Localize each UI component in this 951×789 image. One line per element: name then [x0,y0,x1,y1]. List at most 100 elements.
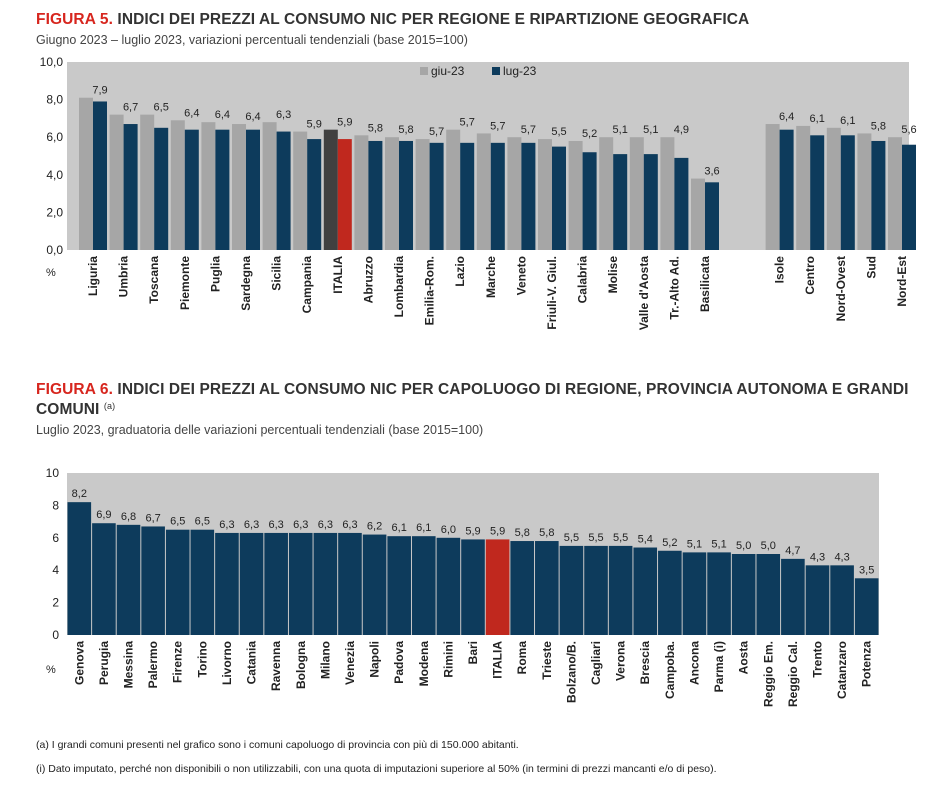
figure6-value-label: 6,5 [170,516,185,528]
figure6-value-label: 6,3 [342,519,357,531]
figure6-value-label: 6,8 [121,511,136,523]
figure6-bar-bari [461,539,485,635]
figure5-bar-jul-nord-est [902,144,916,250]
figure6-category-label: Livorno [220,641,234,685]
figure6-category-label: Roma [515,641,529,675]
figure6-category-label: Catania [245,641,259,685]
figure6-bar-torino [190,529,215,635]
figure5-value-label: 5,1 [643,124,658,136]
figure5-bar-jun-umbria [109,114,124,250]
figure6-category-label: Bari [466,641,480,664]
figure6-value-label: 4,3 [834,551,849,563]
figure5-value-label: 6,1 [840,115,855,127]
figure6-bar-ravenna [264,532,288,635]
figure6-bar-palermo [141,526,165,635]
figure6-bar-catanzaro [830,565,854,635]
figure6-category-label: Napoli [368,641,382,678]
figure6-value-label: 5,0 [736,540,751,552]
figure5-category-label: Abruzzo [361,256,375,303]
figure6-category-label: Cagliari [589,641,603,685]
figure5-category-label: Lombardia [392,256,406,318]
figure5-category-label: Puglia [208,256,222,292]
figure6-category-label: Perugia [97,641,111,685]
figure6-value-label: 5,2 [662,537,677,549]
figure5-bar-jun-lazio [446,129,461,250]
figure5-value-label: 5,8 [368,122,383,134]
figure5-bar-jun-abruzzo [354,135,369,250]
figure5-category-label: Marche [484,256,498,298]
figure6-bar-modena [411,536,436,635]
figure5-category-label: Centro [803,256,817,295]
figure5-category-label: Friuli-V. Giul. [545,256,559,330]
figure5-category-label: Campania [300,256,314,314]
figure5-bar-jul-emilia-rom [429,142,444,250]
figure5-bar-jun-nord-est [888,137,902,250]
figure5-bar-jul-sud [871,140,886,250]
figure5-unit-label: % [46,267,56,279]
figure5-bar-jul-italia [337,139,352,250]
figure6-value-label: 6,1 [416,522,431,534]
figure6-bar-trento [805,565,830,635]
figure5-bar-jun-toscana [140,114,155,250]
figure6-value-label: 5,9 [465,525,480,537]
figure5-category-label: Nord-Est [895,256,909,307]
figure5-category-label: Basilicata [698,256,712,312]
figure6-value-label: 5,1 [711,538,726,550]
figure6-bar-ancona [682,552,707,635]
figure6-category-label: Reggio Cal. [786,641,800,707]
figure5-ytick-label: 0,0 [46,243,63,257]
figure6-category-label: Potenza [860,641,874,687]
figure5-bar-jul-molise [613,154,628,250]
figure6-value-label: 6,7 [145,512,160,524]
figure5-bar-jul-piemonte [184,129,199,250]
figure6-value-label: 5,5 [588,532,603,544]
figure6-bar-bologna [288,532,313,635]
figure6-category-label: Trento [810,641,824,678]
figure6-bar-padova [387,536,411,635]
figure5-value-label: 6,4 [779,111,794,123]
figure6-category-label: Bologna [294,641,308,689]
figure5-category-label: Molise [606,256,620,294]
figure6-value-label: 5,8 [515,527,530,539]
figure6-category-label: Campoba. [663,641,677,699]
figure6-title-line2-wrap: COMUNI (a) [36,401,115,419]
figure5-bar-jul-sardegna [246,129,260,250]
figure6-category-label: Brescia [638,641,652,685]
figure5-value-label: 5,7 [429,126,444,138]
figure5-bar-jul-veneto [521,142,536,250]
note-i: (i) Dato imputato, perché non disponibil… [36,763,717,775]
figure6-bar-brescia [633,547,658,635]
figure5-value-label: 5,2 [582,128,597,140]
figure6-category-label: Ancona [687,641,701,685]
figure5-category-label: ITALIA [331,256,345,294]
figure5-bar-jul-liguria [93,101,107,250]
figure5-bar-jul-sicilia [276,131,291,250]
figure6-bar-reggio-em [756,554,781,635]
figure6-category-label: Reggio Em. [761,641,775,707]
figure6-value-label: 6,9 [96,509,111,521]
figure5-bar-jun-isole [765,124,780,250]
figure5-category-label: Tr.-Alto Ad. [667,256,681,320]
figure6-category-label: Torino [195,641,209,677]
figure5-value-label: 5,9 [307,119,322,131]
figure5-category-label: Sardegna [239,256,253,311]
figure5-category-label: Valle d'Aosta [637,256,651,331]
figure6-value-label: 5,1 [687,538,702,550]
figure5-legend-label-jul: lug-23 [503,64,537,78]
figure6-category-label: Rimini [441,641,455,678]
figure5-value-label: 6,1 [810,113,825,125]
figure6-value-label: 6,3 [244,519,259,531]
figure6-category-label: Ravenna [269,641,283,691]
figure6-category-label: Milano [318,641,332,679]
figure6-title-line2: COMUNI [36,401,100,418]
figure6-bar-reggio-cal [781,558,805,635]
figure5-bar-jul-umbria [123,124,138,250]
figure5-value-label: 6,5 [154,102,169,114]
figure5-value-label: 6,4 [184,107,199,119]
figure5-category-label: Piemonte [178,256,192,310]
figure6-ytick-label: 0 [52,628,59,642]
figure5-bar-jun-nord-ovest [826,127,841,250]
figure5-bar-jul-lazio [460,142,475,250]
figure6-bar-aosta [731,554,756,635]
figure6-category-label: Firenze [171,641,185,683]
